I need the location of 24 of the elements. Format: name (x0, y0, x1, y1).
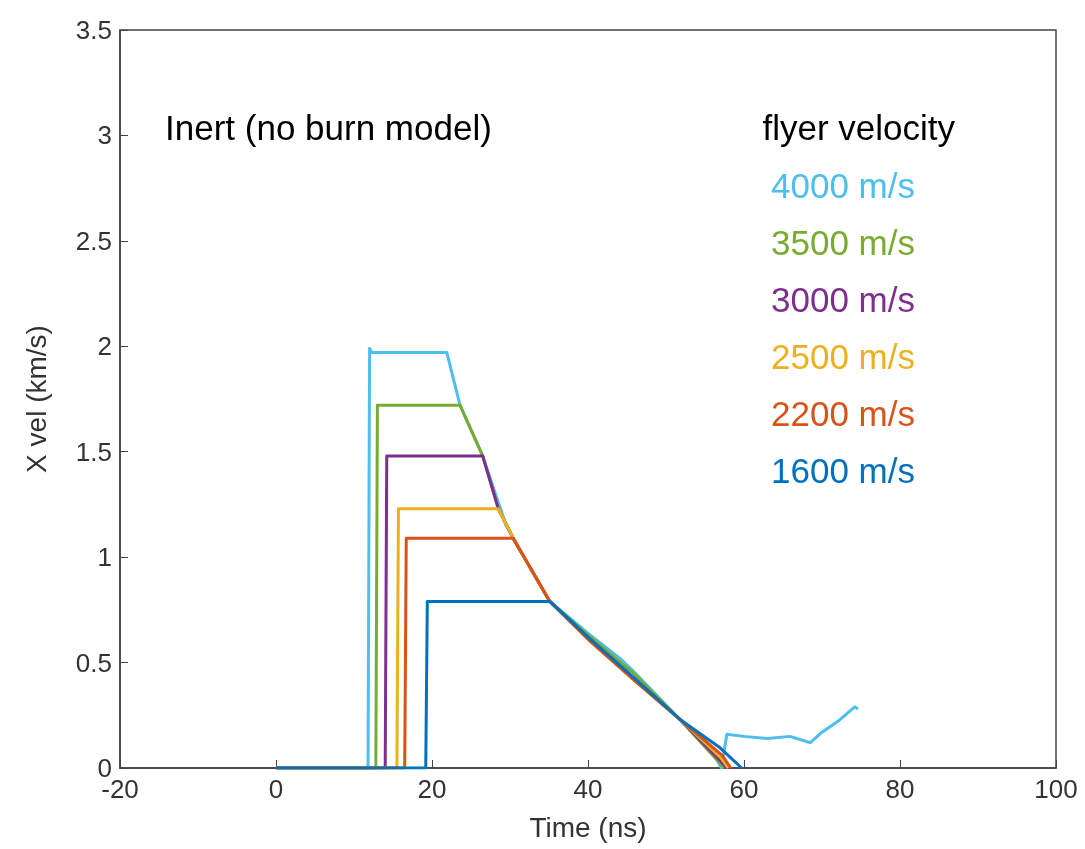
x-tick-label: 20 (417, 774, 447, 804)
annotation: Inert (no burn model) (165, 108, 492, 147)
y-tick-label: 1 (97, 542, 112, 573)
x-tick-label: 60 (729, 774, 759, 804)
x-tick-label: 40 (573, 774, 603, 804)
text: 2500 m/s (771, 337, 915, 376)
y-tick-label: 3 (97, 120, 112, 151)
y-tick-label: 1.5 (75, 436, 112, 467)
text: 3000 m/s (771, 280, 915, 319)
text: 4000 m/s (771, 166, 915, 205)
x-tick-label: 100 (1034, 774, 1078, 804)
y-tick-label: 2 (97, 331, 112, 362)
text: 3500 m/s (771, 223, 915, 262)
y-tick-label: 2.5 (75, 225, 112, 256)
text: 1600 m/s (771, 451, 915, 490)
line-series (274, 599, 744, 770)
x-tick-label: 0 (268, 774, 284, 804)
y-tick-label: 3.5 (75, 15, 112, 45)
y-axis-title: X vel (km/s) (20, 325, 52, 473)
y-tick-label: 0.5 (75, 647, 112, 678)
text: 2200 m/s (771, 394, 915, 433)
x-tick-label: 80 (885, 774, 915, 804)
legend-title: flyer velocity (762, 108, 956, 147)
x-axis-title: Time (ns) (529, 811, 647, 843)
